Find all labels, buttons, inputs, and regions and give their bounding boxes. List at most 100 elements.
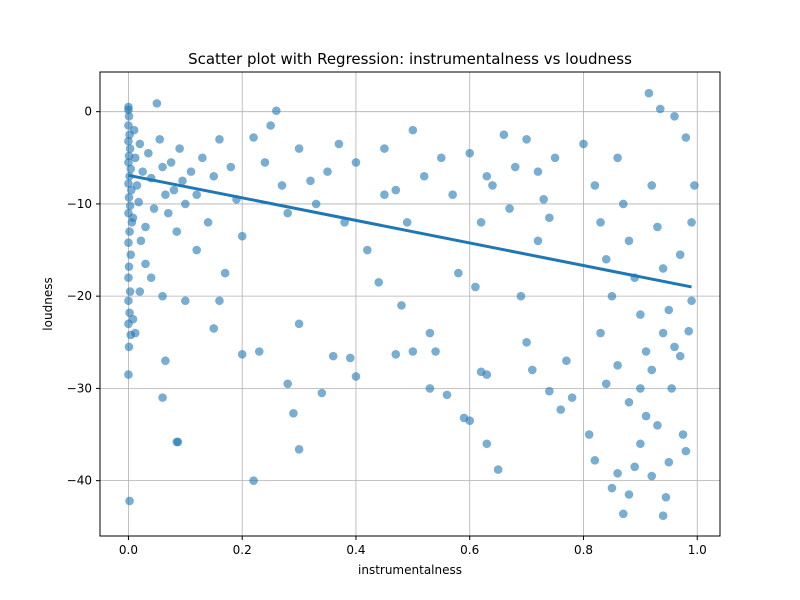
data-point bbox=[556, 405, 566, 414]
data-point bbox=[641, 411, 651, 421]
data-point bbox=[124, 105, 133, 115]
data-point bbox=[125, 308, 134, 318]
data-point bbox=[203, 218, 213, 227]
data-point bbox=[658, 328, 668, 338]
data-point bbox=[408, 125, 418, 135]
data-point bbox=[425, 384, 435, 393]
data-point bbox=[658, 511, 668, 521]
data-point bbox=[607, 483, 617, 493]
data-point bbox=[135, 139, 145, 149]
data-point bbox=[169, 185, 179, 195]
data-point bbox=[482, 439, 492, 449]
grid-lines bbox=[100, 72, 720, 536]
x-tick-label: 0.0 bbox=[119, 543, 138, 557]
data-point bbox=[129, 125, 139, 135]
data-point bbox=[681, 133, 691, 142]
data-point bbox=[664, 457, 674, 467]
data-point bbox=[130, 328, 140, 338]
x-tick-label: 0.8 bbox=[574, 543, 593, 557]
regression-line-group bbox=[128, 173, 692, 289]
data-point bbox=[465, 416, 475, 425]
data-point bbox=[161, 356, 170, 366]
data-point bbox=[351, 158, 361, 167]
data-point bbox=[647, 181, 657, 190]
data-point bbox=[505, 204, 514, 213]
data-point bbox=[471, 282, 480, 292]
data-point bbox=[607, 291, 617, 301]
data-points bbox=[124, 88, 699, 521]
data-point bbox=[550, 153, 560, 163]
data-point bbox=[136, 236, 146, 246]
data-point bbox=[334, 139, 344, 149]
data-point bbox=[596, 328, 605, 338]
data-point bbox=[510, 162, 520, 172]
data-point bbox=[636, 439, 645, 449]
data-point bbox=[215, 135, 224, 144]
data-point bbox=[391, 349, 401, 359]
data-point bbox=[624, 397, 634, 407]
data-point bbox=[448, 190, 457, 199]
data-point bbox=[522, 337, 531, 347]
x-axis-label: instrumentalness bbox=[358, 563, 462, 577]
data-point bbox=[690, 181, 699, 190]
data-point bbox=[126, 164, 136, 174]
x-axis-ticks: 0.0 0.2 0.4 0.6 0.8 1.0 bbox=[119, 536, 707, 557]
data-point bbox=[124, 158, 133, 167]
data-point bbox=[186, 167, 196, 176]
y-tick-label: −20 bbox=[67, 289, 92, 303]
data-point bbox=[220, 268, 230, 278]
data-point bbox=[317, 388, 327, 398]
data-point bbox=[124, 193, 134, 202]
data-point bbox=[163, 208, 173, 218]
data-point bbox=[134, 197, 143, 207]
data-point bbox=[380, 190, 389, 199]
data-point bbox=[675, 351, 685, 361]
data-point bbox=[363, 245, 372, 255]
data-point bbox=[624, 490, 634, 499]
data-point bbox=[664, 305, 674, 315]
data-point bbox=[198, 153, 207, 163]
x-tick-label: 0.6 bbox=[460, 543, 479, 557]
data-point bbox=[527, 365, 537, 375]
data-point bbox=[624, 236, 634, 246]
data-point bbox=[397, 301, 406, 310]
data-point bbox=[425, 328, 435, 338]
data-point bbox=[294, 444, 304, 454]
data-point bbox=[138, 167, 147, 176]
data-point bbox=[684, 326, 694, 336]
data-point bbox=[289, 409, 298, 418]
data-point bbox=[209, 171, 219, 181]
data-point bbox=[260, 158, 270, 167]
data-point bbox=[124, 238, 133, 247]
data-point bbox=[613, 361, 622, 370]
data-point bbox=[130, 153, 140, 163]
data-point bbox=[670, 342, 679, 352]
data-point bbox=[125, 496, 134, 506]
data-point bbox=[661, 492, 671, 502]
data-point bbox=[124, 262, 134, 271]
data-point bbox=[647, 471, 657, 481]
data-point bbox=[126, 250, 136, 259]
data-point bbox=[272, 106, 281, 116]
data-point bbox=[125, 201, 135, 211]
data-point bbox=[124, 370, 133, 379]
data-point bbox=[567, 393, 577, 402]
data-point bbox=[545, 386, 554, 396]
y-tick-label: −10 bbox=[67, 197, 92, 211]
data-point bbox=[124, 111, 134, 121]
data-point bbox=[562, 356, 571, 366]
data-point bbox=[436, 153, 446, 163]
data-point bbox=[178, 176, 187, 186]
data-point bbox=[158, 393, 167, 402]
data-point bbox=[476, 218, 486, 227]
data-point bbox=[601, 379, 611, 389]
data-point bbox=[125, 144, 135, 153]
data-point bbox=[226, 162, 236, 172]
data-point bbox=[590, 456, 600, 465]
data-point bbox=[465, 148, 475, 158]
data-point bbox=[636, 384, 645, 393]
data-point bbox=[237, 349, 247, 359]
y-axis-ticks: −40 −30 −20 −10 0 bbox=[67, 105, 100, 488]
